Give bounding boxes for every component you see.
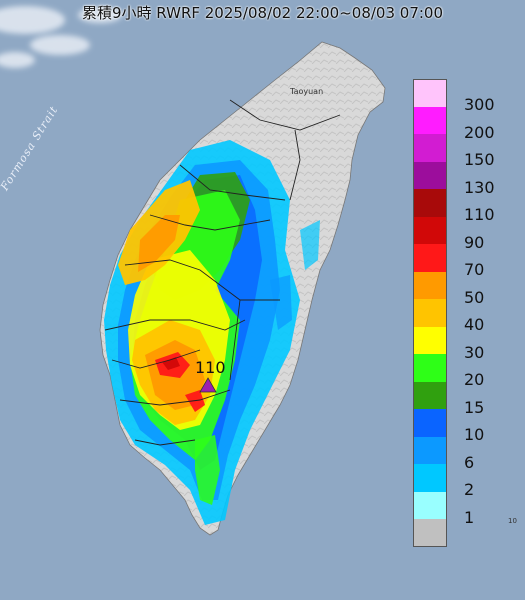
legend-row: 200 bbox=[413, 106, 517, 141]
legend-swatch bbox=[413, 381, 447, 409]
map-title: 累積9小時 RWRF 2025/08/02 22:00~08/03 07:00 bbox=[81, 4, 444, 22]
legend-swatch bbox=[413, 491, 447, 519]
legend-label: 40 bbox=[464, 315, 485, 334]
legend-row: 110 bbox=[413, 189, 517, 224]
rainfall-legend: 300 200 150 130 110 90 70 50 40 30 20 15 10 6 2 1 bbox=[413, 79, 517, 547]
legend-swatch bbox=[413, 244, 447, 272]
legend-label: 70 bbox=[464, 260, 485, 279]
legend-label: 90 bbox=[464, 232, 485, 252]
legend-label: 6 bbox=[464, 452, 475, 472]
edge-label: 10 bbox=[508, 517, 517, 525]
legend-row: 30 bbox=[413, 326, 517, 361]
legend-label: 30 bbox=[464, 342, 485, 362]
legend-label: 110 bbox=[464, 205, 495, 224]
legend-row: 1 bbox=[413, 491, 517, 526]
legend-row: 90 bbox=[413, 216, 517, 251]
legend-row: 40 bbox=[413, 299, 517, 334]
legend-label: 300 bbox=[464, 95, 495, 114]
legend-swatch bbox=[413, 161, 447, 189]
legend-row: 20 bbox=[413, 354, 517, 389]
legend-label: 10 bbox=[464, 425, 485, 444]
legend-row: 15 bbox=[413, 381, 517, 416]
legend-label: 130 bbox=[464, 177, 495, 197]
legend-swatch bbox=[413, 189, 447, 217]
legend-swatch bbox=[413, 106, 447, 134]
legend-swatch bbox=[413, 464, 447, 492]
legend-row: 300 bbox=[413, 79, 517, 114]
rainfall-overlay bbox=[104, 140, 320, 525]
legend-swatch bbox=[413, 519, 447, 547]
legend-row: 70 bbox=[413, 244, 517, 279]
county-boundaries bbox=[104, 99, 341, 446]
legend-label: 200 bbox=[464, 122, 495, 142]
legend-label: 20 bbox=[464, 370, 485, 389]
legend-label: 2 bbox=[464, 480, 475, 499]
legend-row: 150 bbox=[413, 134, 517, 169]
legend-swatch bbox=[413, 134, 447, 162]
legend-swatch bbox=[413, 216, 447, 244]
legend-swatch bbox=[413, 79, 447, 107]
legend-label: 1 bbox=[464, 507, 475, 527]
max-value-label: 110 bbox=[195, 358, 226, 377]
legend-row: 6 bbox=[413, 436, 517, 471]
legend-swatch bbox=[413, 436, 447, 464]
max-rainfall-marker bbox=[199, 377, 217, 393]
legend-label: 15 bbox=[464, 397, 485, 417]
legend-row: 2 bbox=[413, 464, 517, 499]
legend-row: 10 bbox=[413, 409, 517, 444]
legend-swatch bbox=[413, 354, 447, 382]
city-label: Taoyuan bbox=[290, 87, 324, 96]
legend-swatch bbox=[413, 326, 447, 354]
legend-row: 130 bbox=[413, 161, 517, 196]
legend-swatch bbox=[413, 271, 447, 299]
legend-label: 150 bbox=[464, 150, 495, 169]
legend-swatch bbox=[413, 299, 447, 327]
cloud-area bbox=[0, 6, 122, 68]
legend-swatch bbox=[413, 409, 447, 437]
legend-row: 50 bbox=[413, 271, 517, 306]
legend-row bbox=[413, 519, 517, 547]
legend-label: 50 bbox=[464, 287, 485, 307]
